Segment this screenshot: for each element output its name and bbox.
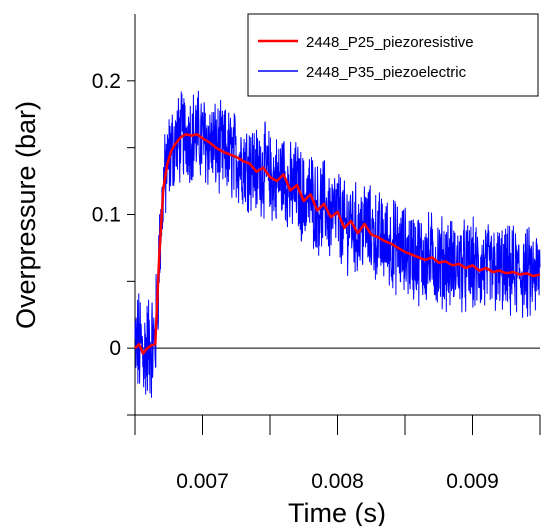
series-layer	[134, 90, 541, 398]
legend-label-p35: 2448_P35_piezoelectric	[306, 64, 467, 81]
series-line-p25	[134, 133, 541, 355]
series-line-p35	[134, 90, 541, 398]
y-axis-label: Overpressure (bar)	[11, 101, 41, 329]
y-tick-label-2: 0.2	[92, 70, 121, 93]
x-tick-label-1: 0.008	[311, 470, 364, 493]
y-tick-label-1: 0.1	[92, 204, 121, 227]
y-tick-label-0: 0	[109, 337, 121, 360]
x-tick-label-0: 0.007	[176, 470, 229, 493]
axes: 0 0.1 0.2 0.007 0.008 0.009	[92, 14, 541, 493]
x-axis-label: Time (s)	[288, 498, 386, 526]
legend-label-p25: 2448_P25_piezoresistive	[306, 34, 474, 51]
legend-box	[247, 13, 539, 97]
legend: 2448_P25_piezoresistive 2448_P35_piezoel…	[247, 13, 539, 97]
x-tick-label-2: 0.009	[446, 470, 499, 493]
